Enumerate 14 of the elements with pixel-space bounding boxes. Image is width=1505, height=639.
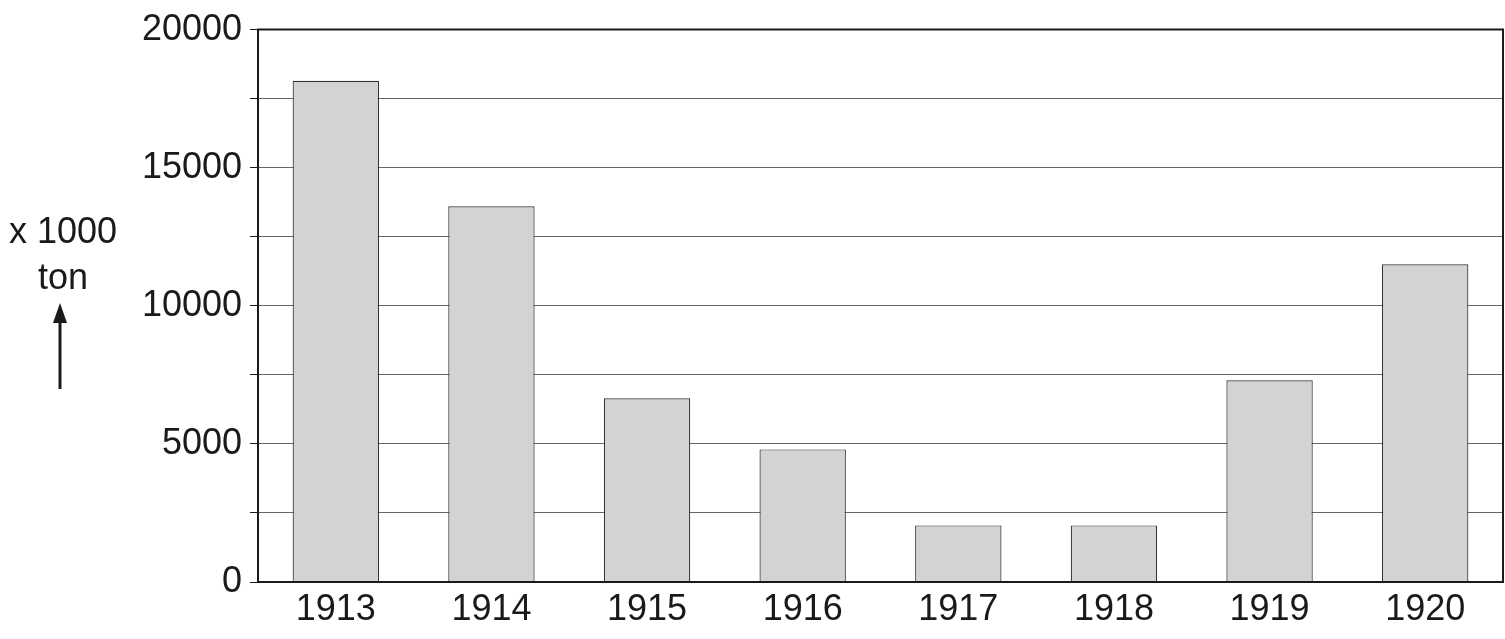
y-axis-title: x 1000 ton: [7, 209, 119, 299]
x-tick-label: 1918: [1073, 586, 1154, 628]
x-tick-label: 1915: [607, 586, 688, 628]
y-tick-label: 10000: [141, 282, 242, 324]
x-tick-label: 1913: [295, 586, 376, 628]
x-tick-label: 1917: [918, 586, 999, 628]
x-tick-label: 1914: [451, 586, 532, 628]
x-tick-label: 1920: [1385, 586, 1466, 628]
x-tick-label: 1919: [1229, 586, 1310, 628]
y-tick-label: 5000: [161, 420, 242, 462]
y-tick-label: 15000: [141, 144, 242, 186]
y-tick-label: 20000: [141, 6, 242, 48]
y-tick-label: 0: [221, 558, 242, 600]
x-tick-label: 1916: [762, 586, 843, 628]
